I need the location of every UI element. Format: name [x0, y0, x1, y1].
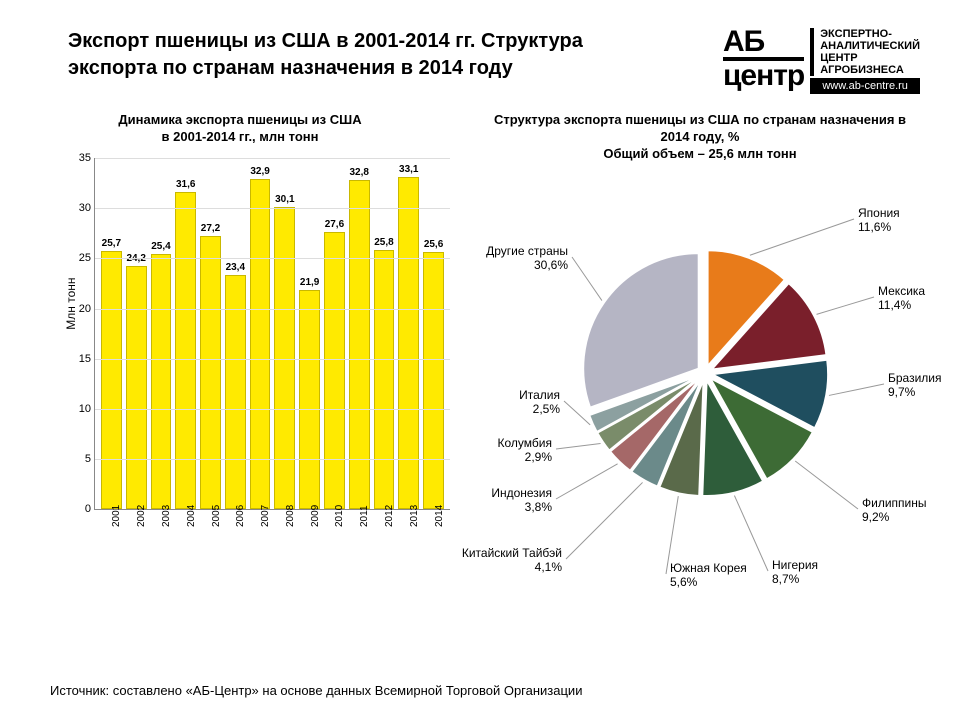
y-tick: 10 — [69, 403, 91, 415]
bar-category-label: 2007 — [260, 505, 271, 527]
page-title: Экспорт пшеницы из США в 2001-2014 гг. С… — [68, 28, 588, 94]
bar: 30,1 2008 — [274, 158, 295, 509]
bar: 27,2 2005 — [200, 158, 221, 509]
bar: 21,9 2009 — [299, 158, 320, 509]
logo-line3: ЦЕНТР — [820, 52, 920, 64]
bar-chart-title: Динамика экспорта пшеницы из СШАв 2001-2… — [30, 112, 450, 146]
bar: 27,6 2010 — [324, 158, 345, 509]
bar-value-label: 25,7 — [102, 238, 121, 249]
bar-category-label: 2008 — [285, 505, 296, 527]
bar-category-label: 2009 — [310, 505, 321, 527]
logo-line4: АГРОБИЗНЕСА — [820, 64, 920, 76]
bar-value-label: 33,1 — [399, 164, 418, 175]
bar-category-label: 2006 — [235, 505, 246, 527]
bar-value-label: 27,2 — [201, 223, 220, 234]
bar: 25,7 2001 — [101, 158, 122, 509]
bar: 25,8 2012 — [374, 158, 395, 509]
bar-category-label: 2005 — [211, 505, 222, 527]
bar-value-label: 32,9 — [250, 166, 269, 177]
pie-chart-title: Структура экспорта пшеницы из США по стр… — [460, 112, 940, 163]
bar: 25,4 2003 — [151, 158, 172, 509]
bar: 24,2 2002 — [126, 158, 147, 509]
y-tick: 5 — [69, 453, 91, 465]
bar-value-label: 31,6 — [176, 179, 195, 190]
y-tick: 30 — [69, 202, 91, 214]
bar-category-label: 2001 — [111, 505, 122, 527]
logo-top: АБ — [723, 28, 804, 61]
y-tick: 20 — [69, 303, 91, 315]
bar-category-label: 2011 — [359, 506, 370, 528]
bar-value-label: 21,9 — [300, 277, 319, 288]
pie-chart: Япония11,6%Мексика11,4%Бразилия9,7%Филип… — [460, 173, 940, 593]
y-tick: 25 — [69, 252, 91, 264]
logo-line2: АНАЛИТИЧЕСКИЙ — [820, 40, 920, 52]
y-tick: 35 — [69, 152, 91, 164]
bar-category-label: 2014 — [434, 505, 445, 527]
bar-category-label: 2013 — [409, 505, 420, 527]
logo-line1: ЭКСПЕРТНО- — [820, 28, 920, 40]
y-tick: 0 — [69, 503, 91, 515]
logo-url: www.ab-centre.ru — [810, 78, 920, 94]
y-tick: 15 — [69, 353, 91, 365]
bar-value-label: 23,4 — [226, 262, 245, 273]
pie-svg — [580, 248, 830, 498]
bar-category-label: 2004 — [186, 505, 197, 527]
bar: 32,8 2011 — [349, 158, 370, 509]
bar: 31,6 2004 — [175, 158, 196, 509]
bar: 32,9 2007 — [250, 158, 271, 509]
bar: 25,6 2014 — [423, 158, 444, 509]
bar-category-label: 2003 — [161, 505, 172, 527]
bar-category-label: 2010 — [334, 505, 345, 527]
bar-value-label: 32,8 — [349, 167, 368, 178]
bar-category-label: 2002 — [136, 505, 147, 527]
bar-value-label: 27,6 — [325, 219, 344, 230]
bar-value-label: 25,8 — [374, 237, 393, 248]
bar: 23,4 2006 — [225, 158, 246, 509]
bar-value-label: 25,4 — [151, 241, 170, 252]
source-text: Источник: составлено «АБ-Центр» на основ… — [50, 683, 582, 698]
bar-value-label: 25,6 — [424, 239, 443, 250]
bar-value-label: 30,1 — [275, 194, 294, 205]
logo-bottom: центр — [723, 59, 804, 92]
bar-category-label: 2012 — [384, 505, 395, 527]
logo: АБ центр ЭКСПЕРТНО- АНАЛИТИЧЕСКИЙ ЦЕНТР … — [723, 28, 920, 94]
bar-chart: Млн тонн 25,7 2001 24,2 2002 25,4 2003 3… — [68, 158, 450, 538]
bar: 33,1 2013 — [398, 158, 419, 509]
